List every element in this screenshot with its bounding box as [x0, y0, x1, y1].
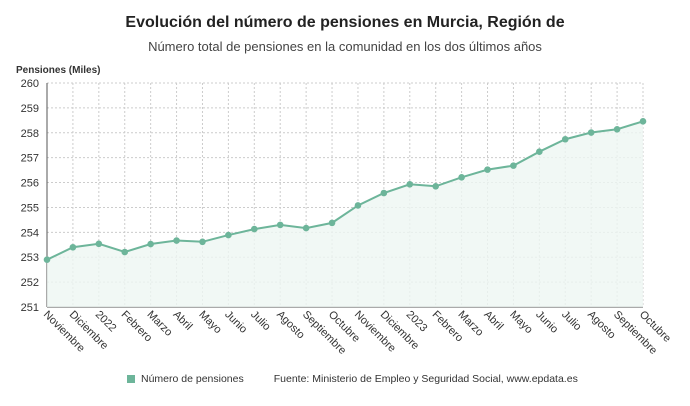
y-tick-label: 253	[21, 252, 39, 264]
data-point	[328, 219, 336, 227]
source-note: Fuente: Ministerio de Empleo y Seguridad…	[273, 373, 578, 385]
data-point	[199, 238, 206, 246]
data-point	[639, 118, 647, 125]
y-axis-label: Pensiones (Miles)	[16, 65, 101, 76]
data-point	[95, 240, 103, 248]
data-point	[302, 224, 310, 232]
chart-title: Evolución del número de pensiones en Mur…	[125, 14, 565, 31]
data-point	[406, 180, 414, 188]
data-point	[251, 225, 258, 233]
data-point	[43, 256, 51, 264]
data-point	[276, 221, 284, 229]
data-point	[587, 129, 595, 136]
data-point	[432, 182, 439, 190]
x-tick-label: Mayo	[507, 309, 535, 337]
data-point	[380, 189, 388, 197]
y-tick-label: 251	[21, 302, 39, 314]
data-point	[147, 240, 154, 248]
legend-swatch	[127, 375, 135, 383]
y-tick-label: 260	[21, 78, 39, 90]
data-point	[354, 202, 362, 209]
chart-subtitle: Número total de pensiones en la comunida…	[148, 39, 542, 54]
legend: Número de pensiones Fuente: Ministerio d…	[127, 373, 578, 385]
data-point	[536, 148, 543, 155]
x-tick-label: Agosto	[274, 309, 307, 342]
data-point	[121, 248, 129, 256]
y-tick-label: 257	[21, 153, 39, 165]
y-tick-label: 252	[21, 277, 39, 289]
x-tick-label: Junio	[533, 309, 560, 336]
data-point	[225, 231, 232, 239]
x-tick-label: Agosto	[585, 309, 618, 342]
data-point	[458, 174, 465, 181]
data-point	[510, 162, 517, 169]
data-point	[613, 125, 621, 133]
data-point	[484, 166, 491, 173]
x-tick-label: Mayo	[196, 309, 224, 337]
data-point	[69, 243, 77, 251]
data-point	[173, 237, 180, 244]
y-tick-label: 255	[21, 202, 39, 214]
data-point	[561, 135, 569, 143]
x-tick-label: Julio	[248, 309, 272, 333]
x-tick-label: Junio	[222, 309, 249, 336]
legend-label: Número de pensiones	[141, 373, 244, 385]
y-tick-label: 254	[21, 227, 39, 239]
y-tick-label: 256	[21, 178, 39, 190]
y-tick-label: 259	[21, 103, 39, 115]
series-line	[46, 120, 644, 261]
y-tick-label: 258	[21, 128, 39, 140]
x-tick-label: Julio	[559, 309, 583, 333]
